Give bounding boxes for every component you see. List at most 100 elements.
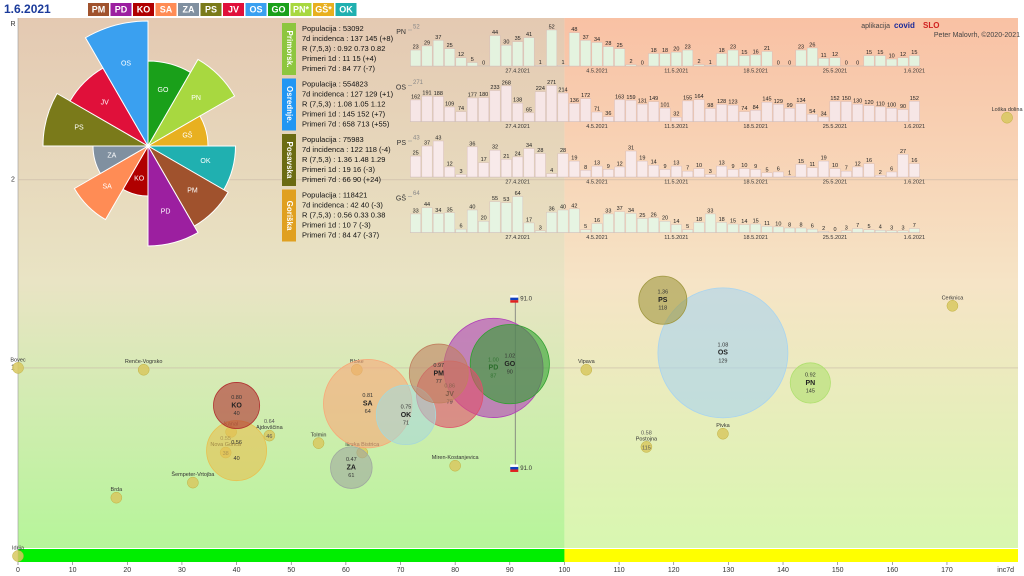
bar	[784, 227, 796, 233]
region-inc: 64	[365, 409, 371, 415]
bar	[840, 101, 852, 122]
bar-value: 30	[503, 40, 509, 46]
region-name: GO	[504, 361, 515, 368]
bar	[659, 221, 671, 233]
bar-value: 1	[709, 60, 712, 66]
bar-value: 40	[560, 204, 566, 210]
town-r: 0.58	[641, 430, 652, 436]
bar	[591, 111, 603, 122]
legend-chip	[133, 3, 154, 16]
bar-value: 32	[492, 145, 498, 151]
bar	[534, 230, 546, 233]
bar-value: 16	[866, 158, 872, 164]
polar-sector	[146, 58, 236, 148]
bar-value: 177	[468, 92, 477, 98]
bar	[591, 42, 603, 67]
bar-value: 33	[605, 208, 611, 214]
bar-value: 2	[822, 226, 825, 232]
bar-value: 9	[731, 164, 734, 170]
bar	[546, 29, 558, 67]
bar-value: 6	[459, 224, 462, 230]
bar-value: 18	[719, 48, 725, 54]
town-label: Cerknica	[942, 295, 965, 301]
bar-value: 34	[526, 143, 532, 149]
bar-value: 163	[615, 94, 624, 100]
town-label: Šempeter-Vrtojba	[171, 471, 215, 478]
region-r: 0.80	[231, 395, 242, 401]
bar-value: 6	[811, 224, 814, 230]
panel-info: 7d incidenca : 137 145 (+8)	[302, 34, 394, 43]
town-point	[1001, 111, 1013, 124]
bar	[750, 223, 762, 233]
bar-value: 11	[809, 162, 815, 168]
bar	[466, 62, 478, 67]
town-point	[12, 362, 24, 374]
town-point	[946, 300, 959, 312]
panel-name: Posavska	[285, 142, 294, 179]
bar-value: 23	[798, 45, 804, 51]
bar	[784, 175, 796, 178]
region-name: OK	[401, 412, 412, 419]
bar	[716, 222, 728, 233]
polar-sector	[73, 144, 150, 221]
bar	[512, 156, 524, 178]
panel-info: Primeri 1d : 19 16 (-3)	[302, 165, 375, 174]
legend-chip	[88, 3, 109, 16]
legend-label: PM	[92, 4, 106, 14]
bar	[534, 65, 546, 67]
legend-chip	[155, 3, 177, 16]
bar-value: 31	[628, 145, 634, 151]
bar	[806, 114, 818, 122]
region-bubble	[657, 287, 789, 419]
header: 1.6.2021 aplikacija covid SLO Peter Malo…	[0, 0, 1024, 39]
polar-chart: GO PN GŠ OK PM PD KO SA ZA PS JV OS	[42, 20, 237, 247]
x-tick-label: 110	[614, 567, 625, 574]
bar	[568, 103, 580, 122]
date-label: 11.5.2021	[664, 179, 688, 185]
bar	[444, 166, 456, 178]
bar-value: 16	[911, 158, 917, 164]
region-r: 0.81	[362, 393, 373, 399]
x-tick-label: 20	[123, 567, 131, 574]
band-green	[18, 549, 565, 562]
legend-label: PS	[205, 4, 217, 14]
legend-label: ZA	[183, 4, 195, 14]
bar-value: 152	[910, 96, 919, 102]
bar	[614, 99, 626, 122]
bar-chart-label: OS	[396, 84, 406, 91]
bar-value: 1	[788, 171, 791, 177]
bar	[795, 227, 807, 233]
bar	[772, 171, 784, 178]
bar-value: 36	[469, 141, 475, 147]
bar-value: 128	[717, 99, 726, 105]
region-inc: 40	[234, 456, 240, 462]
bar-value: 15	[911, 50, 917, 56]
bar-value: 4	[550, 168, 553, 174]
legend-label: SA	[160, 4, 173, 14]
panel-info: Primeri 1d : 10 7 (-3)	[302, 220, 371, 229]
bar	[704, 213, 716, 233]
bar-value: 136	[570, 98, 579, 104]
bar-value: 28	[560, 148, 566, 154]
bar	[580, 170, 592, 178]
bar-value: 14	[651, 160, 657, 166]
region-name: PN	[805, 380, 815, 387]
bar	[432, 40, 444, 67]
sector-label: OK	[200, 158, 210, 165]
bar	[863, 55, 875, 67]
bar-value: 53	[503, 197, 509, 203]
bar-value: 149	[649, 96, 658, 102]
bar-value: 74	[741, 106, 747, 112]
bar-value: 16	[753, 49, 759, 55]
bar-value: 15	[798, 159, 804, 165]
bar	[886, 108, 898, 122]
bar	[444, 212, 456, 233]
town-label: Vipava	[578, 359, 596, 365]
bar	[750, 169, 762, 178]
bar	[421, 95, 433, 122]
bar-value: 26	[651, 212, 657, 218]
bar	[648, 217, 660, 233]
bar-value: 20	[673, 47, 679, 53]
flag-blue	[510, 466, 519, 470]
